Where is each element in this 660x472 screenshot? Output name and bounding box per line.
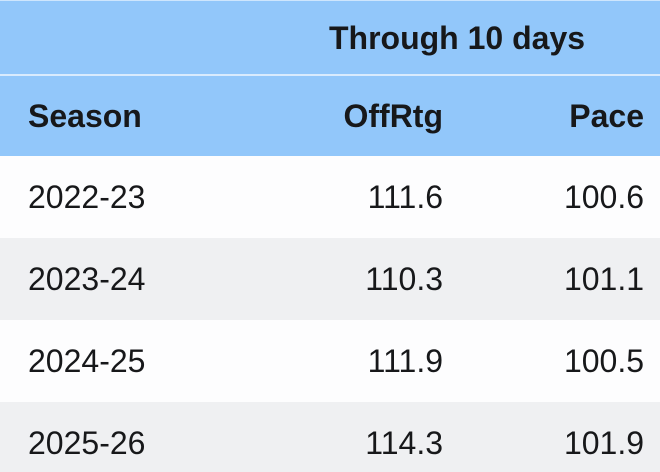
table-row: 2025-26 114.3 101.9 bbox=[0, 402, 660, 472]
table-body: 2022-23 111.6 100.6 2023-24 110.3 101.1 … bbox=[0, 156, 660, 472]
column-header-row: Season OffRtg Pace bbox=[0, 74, 660, 156]
table-row: 2022-23 111.6 100.6 bbox=[0, 156, 660, 238]
offrtg-cell: 110.3 bbox=[280, 238, 460, 320]
span-header-spacer bbox=[0, 0, 280, 74]
season-cell: 2024-25 bbox=[0, 320, 280, 402]
column-header-pace: Pace bbox=[460, 74, 660, 156]
table-row: 2024-25 111.9 100.5 bbox=[0, 320, 660, 402]
offrtg-cell: 111.9 bbox=[280, 320, 460, 402]
season-cell: 2023-24 bbox=[0, 238, 280, 320]
season-cell: 2025-26 bbox=[0, 402, 280, 472]
pace-cell: 101.1 bbox=[460, 238, 660, 320]
offrtg-cell: 114.3 bbox=[280, 402, 460, 472]
pace-cell: 100.5 bbox=[460, 320, 660, 402]
column-header-season: Season bbox=[0, 74, 280, 156]
span-header-title: Through 10 days bbox=[280, 0, 660, 74]
offrtg-cell: 111.6 bbox=[280, 156, 460, 238]
table-header: Through 10 days Season OffRtg Pace bbox=[0, 0, 660, 156]
column-header-offrtg: OffRtg bbox=[280, 74, 460, 156]
span-header-row: Through 10 days bbox=[0, 0, 660, 74]
season-cell: 2022-23 bbox=[0, 156, 280, 238]
table-row: 2023-24 110.3 101.1 bbox=[0, 238, 660, 320]
pace-cell: 100.6 bbox=[460, 156, 660, 238]
pace-cell: 101.9 bbox=[460, 402, 660, 472]
